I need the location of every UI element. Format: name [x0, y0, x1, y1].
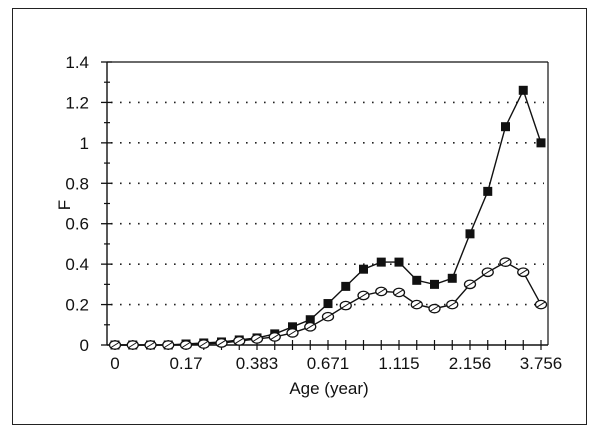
y-tick-label: 0.6	[65, 215, 89, 234]
y-tick-label: 1	[80, 134, 89, 153]
square-marker	[394, 257, 404, 267]
y-axis-title: F	[55, 200, 74, 210]
y-tick-label: 0.8	[65, 174, 89, 193]
y-tick-label: 1.2	[65, 93, 89, 112]
x-tick-label: 0.17	[169, 354, 202, 373]
square-marker	[323, 299, 333, 309]
series-filled-square	[110, 85, 546, 350]
y-tick-label: 0	[80, 336, 89, 355]
square-marker	[447, 273, 457, 283]
square-marker	[536, 138, 546, 148]
series-open-circle	[108, 257, 548, 350]
square-marker	[359, 264, 368, 274]
y-tick-label: 0.2	[65, 296, 89, 315]
x-tick-label: 3.756	[520, 354, 563, 373]
data-series	[108, 85, 548, 350]
x-tick-label: 2.156	[449, 354, 492, 373]
y-tick-label: 0.4	[65, 255, 89, 274]
square-marker	[430, 279, 439, 289]
x-tick-label: 1.115	[378, 354, 419, 373]
gridlines	[111, 101, 544, 306]
chart-frame	[12, 8, 587, 425]
square-marker	[305, 315, 315, 325]
square-marker	[483, 186, 493, 196]
x-tick-label: 0	[110, 354, 119, 373]
square-marker	[465, 229, 475, 239]
square-marker	[376, 257, 386, 267]
square-marker	[501, 122, 510, 132]
y-axis-ticks: 0 0.2 0.4 0.6 0.8 1 1.2 1.4	[65, 53, 112, 355]
square-marker	[288, 322, 297, 332]
square-marker	[341, 281, 351, 291]
x-tick-label: 0.383	[236, 354, 279, 373]
x-tick-label: 0.671	[307, 354, 350, 373]
y-tick-label: 1.4	[65, 53, 89, 72]
square-marker	[518, 85, 528, 95]
x-axis-title: Age (year)	[289, 379, 368, 398]
square-marker	[412, 275, 422, 285]
